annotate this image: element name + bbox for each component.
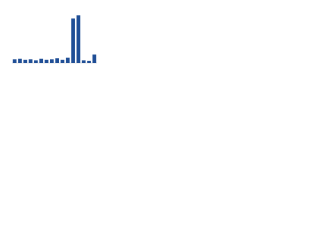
bar [76,15,81,64]
page: {"chart_data": {"type": "bar", "categori… [0,0,320,71]
bar [39,58,44,63]
bar [34,60,38,63]
bar [71,18,75,63]
bar [28,59,33,63]
bar [81,60,86,63]
bar [87,60,91,63]
chart [12,15,97,64]
bar [18,58,22,63]
bar [44,59,49,63]
bar [65,57,70,63]
bar [12,59,17,63]
bar [49,59,54,63]
bar [23,59,28,63]
bar [60,59,65,63]
bar [55,58,60,63]
bar [92,54,97,63]
